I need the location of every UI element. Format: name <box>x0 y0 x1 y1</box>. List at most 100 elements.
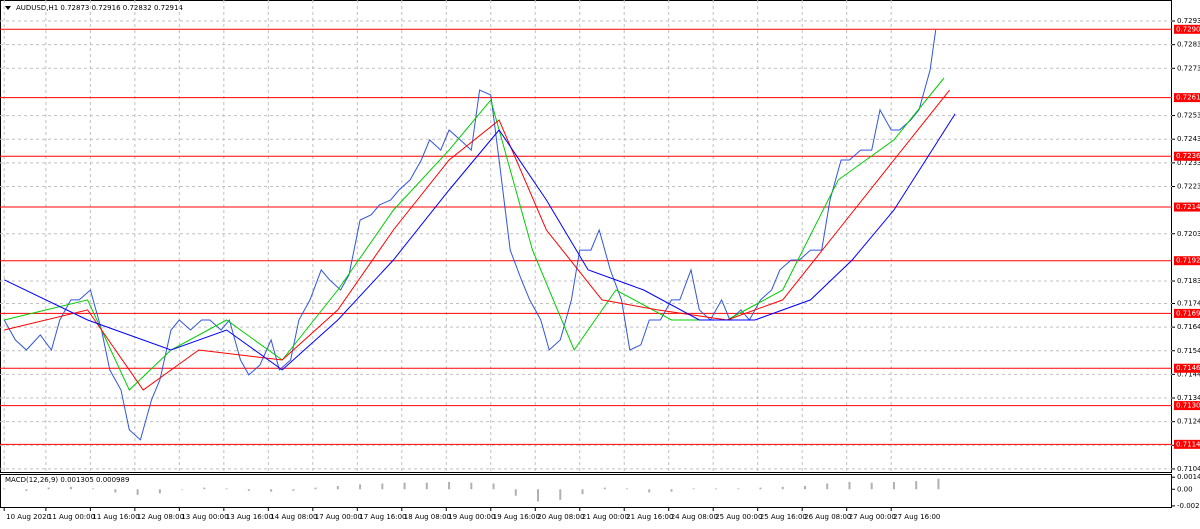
x-tick-label: 13 Aug 00:00 <box>181 513 228 521</box>
level-label: 0.72363 <box>1176 152 1200 160</box>
y-tick-label: 0.72835 <box>1177 41 1200 49</box>
macd-bar <box>626 488 629 490</box>
level-tag <box>1174 439 1200 449</box>
main-pane <box>0 0 1172 473</box>
macd-bar <box>425 482 428 490</box>
level-tag <box>1174 363 1200 373</box>
level-label: 0.71466 <box>1176 364 1200 372</box>
level-tag <box>1174 93 1200 103</box>
macd-bar <box>915 481 918 490</box>
macd-bar <box>270 489 273 492</box>
x-tick-label: 25 Aug 00:00 <box>715 513 762 521</box>
x-tick-label: 26 Aug 08:00 <box>804 513 851 521</box>
x-tick-label: 27 Aug 00:00 <box>849 513 896 521</box>
macd-pane <box>0 474 1172 508</box>
macd-bar <box>359 484 362 490</box>
macd-bar <box>381 483 384 490</box>
x-tick-label: 21 Aug 00:00 <box>582 513 629 521</box>
macd-bar <box>225 488 228 490</box>
menu-arrow <box>5 6 11 10</box>
macd-bar <box>581 489 584 495</box>
macd-bar <box>403 482 406 490</box>
level-tag <box>1174 24 1200 34</box>
y-tick-label: 0.72235 <box>1177 182 1200 190</box>
macd-bar <box>158 489 161 494</box>
macd-bar <box>537 489 540 502</box>
macd-tick-label: 0.00 <box>1177 485 1193 493</box>
macd-bar <box>3 488 6 490</box>
level-tag <box>1174 202 1200 212</box>
x-tick-label: 13 Aug 16:00 <box>226 513 273 521</box>
x-tick-label: 11 Aug 00:00 <box>48 513 95 521</box>
y-tick-label: 0.72035 <box>1177 230 1200 238</box>
macd-bar <box>737 488 740 490</box>
x-tick-label: 14 Aug 08:00 <box>270 513 317 521</box>
price-line <box>4 89 950 391</box>
x-tick-label: 12 Aug 08:00 <box>137 513 184 521</box>
level-label: 0.71144 <box>1176 440 1200 448</box>
macd-bar <box>603 487 606 490</box>
macd-bar <box>848 481 851 490</box>
x-tick-label: 18 Aug 08:00 <box>404 513 451 521</box>
macd-bar <box>203 487 206 490</box>
x-tick-label: 10 Aug 2020 <box>6 513 51 521</box>
y-tick-label: 0.72535 <box>1177 112 1200 120</box>
macd-bar <box>114 489 117 493</box>
macd-tick-label: -0.00204 <box>1177 502 1200 510</box>
macd-bar <box>803 486 806 490</box>
level-tag <box>1174 151 1200 161</box>
macd-bar <box>670 489 673 492</box>
macd-bar <box>92 488 95 490</box>
x-tick-label: 20 Aug 08:00 <box>537 513 584 521</box>
macd-bar <box>136 489 139 495</box>
macd-label: MACD(12,26,9) 0.001305 0.000989 <box>5 476 129 484</box>
macd-bar <box>181 489 184 490</box>
macd-bar <box>648 489 651 493</box>
x-tick-label: 24 Aug 08:00 <box>671 513 718 521</box>
macd-bar <box>514 489 517 496</box>
macd-bar <box>247 489 250 491</box>
macd-bar <box>292 489 295 491</box>
x-tick-label: 27 Aug 16:00 <box>893 513 940 521</box>
level-label: 0.71698 <box>1176 309 1200 317</box>
level-label: 0.71921 <box>1176 257 1200 265</box>
macd-bar <box>714 488 717 490</box>
x-tick-label: 11 Aug 16:00 <box>92 513 139 521</box>
level-tag <box>1174 308 1200 318</box>
level-label: 0.72611 <box>1176 94 1200 102</box>
x-tick-label: 17 Aug 16:00 <box>359 513 406 521</box>
macd-bar <box>47 487 50 490</box>
macd-bar <box>314 487 317 490</box>
macd-bar <box>69 486 72 490</box>
y-tick-label: 0.71835 <box>1177 277 1200 285</box>
level-tag <box>1174 401 1200 411</box>
y-tick-label: 0.72935 <box>1177 17 1200 25</box>
macd-bar <box>492 483 495 490</box>
price-line <box>3 113 956 371</box>
y-tick-label: 0.72435 <box>1177 135 1200 143</box>
x-tick-label: 19 Aug 00:00 <box>448 513 495 521</box>
macd-bar <box>937 478 940 490</box>
macd-bar <box>25 489 28 491</box>
macd-bar <box>759 487 762 490</box>
macd-bar <box>470 482 473 490</box>
y-tick-label: 0.72335 <box>1177 159 1200 167</box>
macd-bar <box>826 483 829 490</box>
level-tag <box>1174 256 1200 266</box>
chart-title: AUDUSD,H1 0.72873 0.72916 0.72832 0.7291… <box>16 4 183 12</box>
x-tick-label: 19 Aug 16:00 <box>493 513 540 521</box>
macd-bar <box>870 482 873 490</box>
macd-bar <box>692 488 695 490</box>
macd-bar <box>559 489 562 500</box>
macd-bar <box>448 481 451 490</box>
level-label: 0.72148 <box>1176 203 1200 211</box>
x-tick-label: 17 Aug 00:00 <box>315 513 362 521</box>
